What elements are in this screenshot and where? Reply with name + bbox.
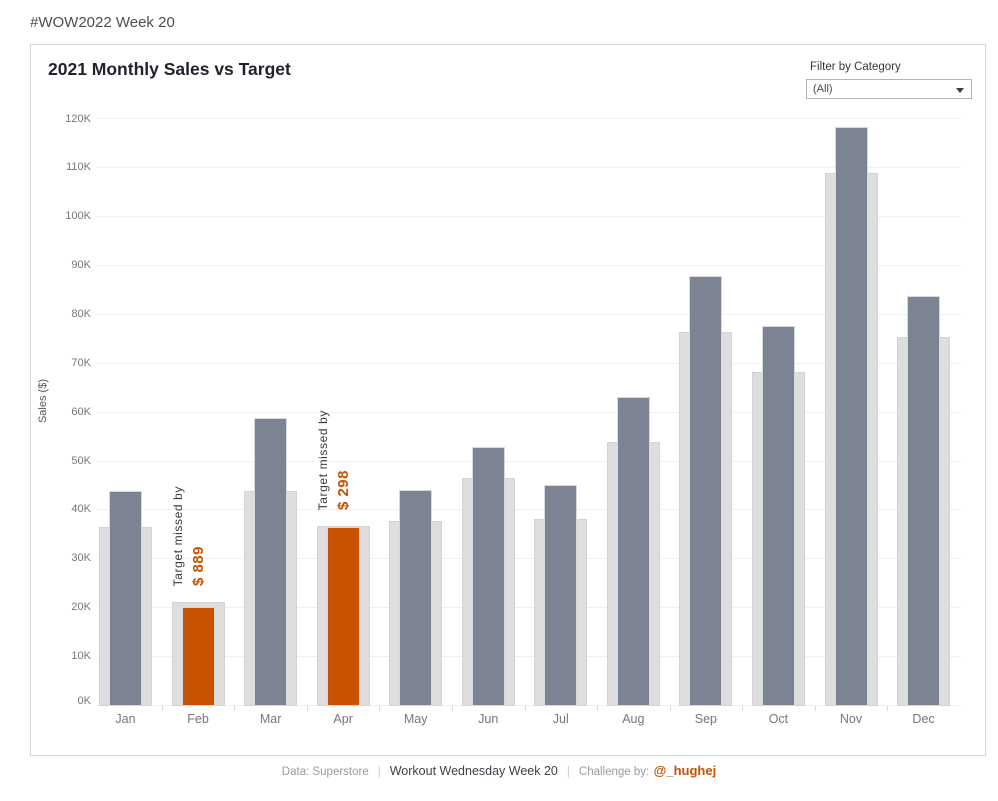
sales-bar-jul[interactable] <box>544 484 578 706</box>
x-tick-label-mar: Mar <box>259 712 282 726</box>
y-tick-label-50k: 50K <box>71 454 91 467</box>
sales-bar-oct[interactable] <box>761 325 795 706</box>
gridline-70k <box>97 362 961 364</box>
annotation-label: Target missed by <box>316 409 331 511</box>
x-tick-label-apr: Apr <box>333 712 353 726</box>
category-filter-value: (All) <box>813 83 833 95</box>
annotation-label: Target missed by <box>171 486 186 587</box>
sales-bar-nov[interactable] <box>834 127 868 706</box>
annotation-value: $ 889 <box>190 546 208 587</box>
chart-title: 2021 Monthly Sales vs Target <box>48 59 291 79</box>
x-tick-label-may: May <box>403 712 428 726</box>
sales-bar-jan[interactable] <box>109 491 142 706</box>
y-tick-label-120k: 120K <box>65 113 91 126</box>
footer: Data: Superstore | Workout Wednesday Week … <box>0 762 998 780</box>
gridline-10k <box>97 656 961 658</box>
x-axis-tick <box>234 706 236 711</box>
y-tick-label-30k: 30K <box>71 552 91 565</box>
category-filter-dropdown[interactable]: (All) <box>806 79 972 99</box>
x-axis-tick <box>887 706 889 711</box>
footer-data-source: Data: Superstore <box>281 766 369 778</box>
sales-bar-mar[interactable] <box>254 418 288 706</box>
x-tick-label-dec: Dec <box>912 712 935 726</box>
chevron-down-icon <box>956 88 964 93</box>
sales-bar-sep[interactable] <box>689 276 723 706</box>
x-axis-tick <box>742 706 744 711</box>
sales-bar-feb[interactable] <box>181 606 215 706</box>
x-tick-label-nov: Nov <box>839 712 863 726</box>
x-tick-label-jun: Jun <box>478 712 499 726</box>
x-tick-label-feb: Feb <box>187 712 209 726</box>
x-axis-tick <box>306 706 308 711</box>
x-axis-tick <box>524 706 526 711</box>
filter-label: Filter by Category <box>810 61 901 73</box>
x-axis-tick <box>379 706 381 711</box>
x-tick-label-aug: Aug <box>622 712 645 726</box>
gridline-20k <box>97 607 961 609</box>
gridline-110k <box>97 167 961 169</box>
footer-challenge-name: Workout Wednesday Week 20 <box>389 764 558 778</box>
x-tick-label-oct: Oct <box>768 712 789 726</box>
gridline-0k <box>97 705 961 706</box>
plot-area: 0K 10K 20K 30K 40K 50K 60K 70K 80K 90K 100K 110K 120… <box>65 45 961 726</box>
y-tick-label-60k: 60K <box>71 405 91 418</box>
sales-bar-apr[interactable] <box>326 527 360 706</box>
gridline-40k <box>97 509 961 511</box>
x-tick-label-jan: Jan <box>115 712 136 726</box>
sales-bar-dec[interactable] <box>907 296 941 706</box>
sales-bar-aug[interactable] <box>616 397 650 706</box>
footer-challenge-by-label: Challenge by: <box>578 766 650 778</box>
y-tick-label-40k: 40K <box>71 503 91 516</box>
gridline-100k <box>97 216 961 218</box>
y-tick-label-20k: 20K <box>71 601 91 614</box>
y-tick-label-90k: 90K <box>71 259 91 272</box>
gridline-80k <box>97 313 961 315</box>
dashboard-panel: 2021 Monthly Sales vs Target Filter by C… <box>30 44 986 756</box>
page-title: #WOW2022 Week 20 <box>30 14 175 31</box>
gridline-30k <box>97 558 961 560</box>
gridline-120k <box>97 118 961 120</box>
gridline-90k <box>97 265 961 267</box>
annotation-apr: Target missed by $ 298 <box>316 410 352 510</box>
x-tick-label-jul: Jul <box>552 712 569 726</box>
annotation-value: $ 298 <box>335 469 353 511</box>
x-axis-tick <box>451 706 453 711</box>
x-axis-tick <box>597 706 599 711</box>
y-tick-label-0k: 0K <box>77 695 91 707</box>
x-axis-tick <box>814 706 816 711</box>
x-axis-tick <box>161 706 163 711</box>
y-tick-label-70k: 70K <box>71 356 91 369</box>
y-tick-label-100k: 100K <box>65 210 91 223</box>
y-tick-label-80k: 80K <box>71 307 91 320</box>
sales-bar-may[interactable] <box>399 489 433 706</box>
sales-bar-jun[interactable] <box>471 447 505 706</box>
x-axis-tick <box>669 706 671 711</box>
footer-separator-1: | <box>377 766 381 778</box>
annotation-feb: Target missed by $ 889 <box>171 486 207 586</box>
footer-author-handle[interactable]: @_hughej <box>653 763 717 778</box>
x-tick-label-sep: Sep <box>694 712 718 726</box>
gridline-50k <box>97 460 961 462</box>
footer-separator-2: | <box>566 766 570 778</box>
gridline-60k <box>97 411 961 413</box>
y-tick-label-10k: 10K <box>71 650 91 663</box>
y-tick-label-110k: 110K <box>66 161 91 174</box>
